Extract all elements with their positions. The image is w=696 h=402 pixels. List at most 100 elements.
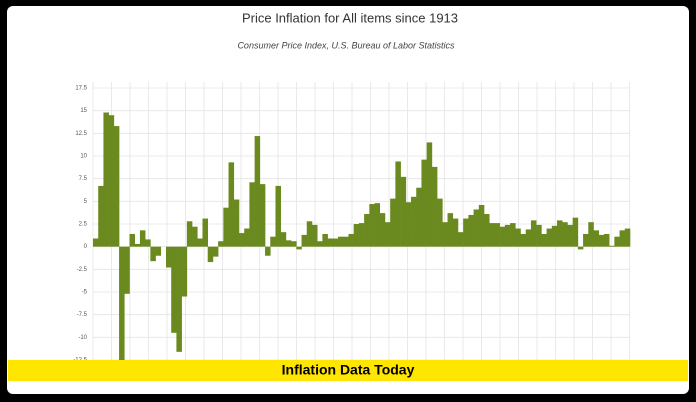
bar [176, 246, 182, 352]
y-tick-label: 12.5 [75, 131, 87, 137]
bar [327, 238, 334, 247]
bar [343, 236, 349, 247]
bar [207, 246, 214, 263]
y-tick-label: 0 [84, 244, 88, 250]
y-tick-label: -7.5 [77, 312, 88, 318]
bar [614, 236, 620, 247]
y-tick-label: -2.5 [77, 267, 88, 273]
bar [280, 232, 287, 247]
bar [145, 239, 151, 247]
bar [572, 217, 579, 247]
y-tick-label: 15 [80, 108, 87, 114]
bar [431, 166, 438, 247]
bar [557, 220, 563, 247]
bar [478, 204, 485, 247]
chart-subtitle: Consumer Price Index, U.S. Bureau of Lab… [237, 40, 455, 50]
bar [197, 238, 203, 247]
y-tick-label: -5 [82, 290, 88, 296]
bar [473, 209, 480, 247]
bar [134, 243, 141, 247]
bar [405, 202, 412, 247]
bar [332, 238, 339, 247]
bar [624, 228, 631, 247]
bar [369, 204, 375, 247]
bar [390, 198, 396, 247]
y-tick-label: 17.5 [75, 86, 87, 92]
bar [494, 223, 500, 247]
bar [223, 207, 229, 247]
bar [181, 246, 188, 297]
bar [186, 221, 193, 247]
bar [93, 238, 99, 247]
bar [233, 199, 240, 247]
bar [353, 224, 360, 247]
y-tick-label: 7.5 [79, 176, 88, 182]
bar [510, 223, 516, 247]
bar [442, 222, 448, 247]
y-tick-label: 2.5 [79, 222, 88, 228]
banner-text: Inflation Data Today [282, 362, 415, 378]
bar [301, 234, 308, 247]
y-tick-label: -10 [78, 335, 87, 341]
bar [139, 230, 146, 247]
bar [306, 221, 313, 247]
bar [259, 184, 266, 247]
y-tick-label: 10 [80, 154, 87, 160]
bar [358, 223, 365, 247]
bar [171, 246, 177, 333]
bar [588, 222, 594, 247]
bar [515, 228, 521, 247]
bar [317, 241, 323, 247]
bar [218, 241, 224, 247]
bar [119, 246, 125, 361]
bar [108, 115, 115, 247]
bar [155, 246, 162, 256]
bar [364, 214, 370, 247]
bar [395, 161, 401, 247]
bar [238, 233, 245, 247]
bar [577, 246, 584, 250]
bar [291, 241, 297, 247]
bar [546, 228, 553, 247]
bar [619, 230, 626, 247]
bar [322, 233, 328, 247]
bar [520, 233, 527, 247]
bar [452, 218, 459, 247]
bar [463, 218, 469, 247]
bar [285, 240, 292, 247]
bar [421, 159, 427, 247]
bar [504, 224, 511, 247]
bar [437, 198, 443, 247]
bar [468, 214, 474, 247]
bar [348, 233, 354, 247]
bar [551, 225, 558, 247]
bar [603, 233, 610, 247]
bar [416, 187, 422, 247]
bar [165, 246, 172, 268]
bar [338, 236, 344, 247]
bar [296, 246, 302, 250]
bar [124, 246, 130, 294]
bar [113, 126, 120, 247]
bar [275, 185, 281, 247]
bar [530, 220, 537, 247]
bar [583, 233, 589, 247]
bar [484, 214, 490, 247]
chart-title: Price Inflation for All items since 1913 [242, 10, 458, 25]
bar [311, 224, 318, 247]
bar [525, 229, 532, 247]
bar [541, 233, 547, 247]
bar [598, 234, 605, 247]
bar [98, 185, 104, 247]
bar [400, 176, 407, 247]
bar [426, 142, 433, 247]
bar [457, 232, 464, 247]
bar [129, 233, 136, 247]
bar [562, 222, 568, 247]
banner [8, 360, 688, 381]
bar [536, 224, 542, 247]
bar [212, 246, 219, 257]
